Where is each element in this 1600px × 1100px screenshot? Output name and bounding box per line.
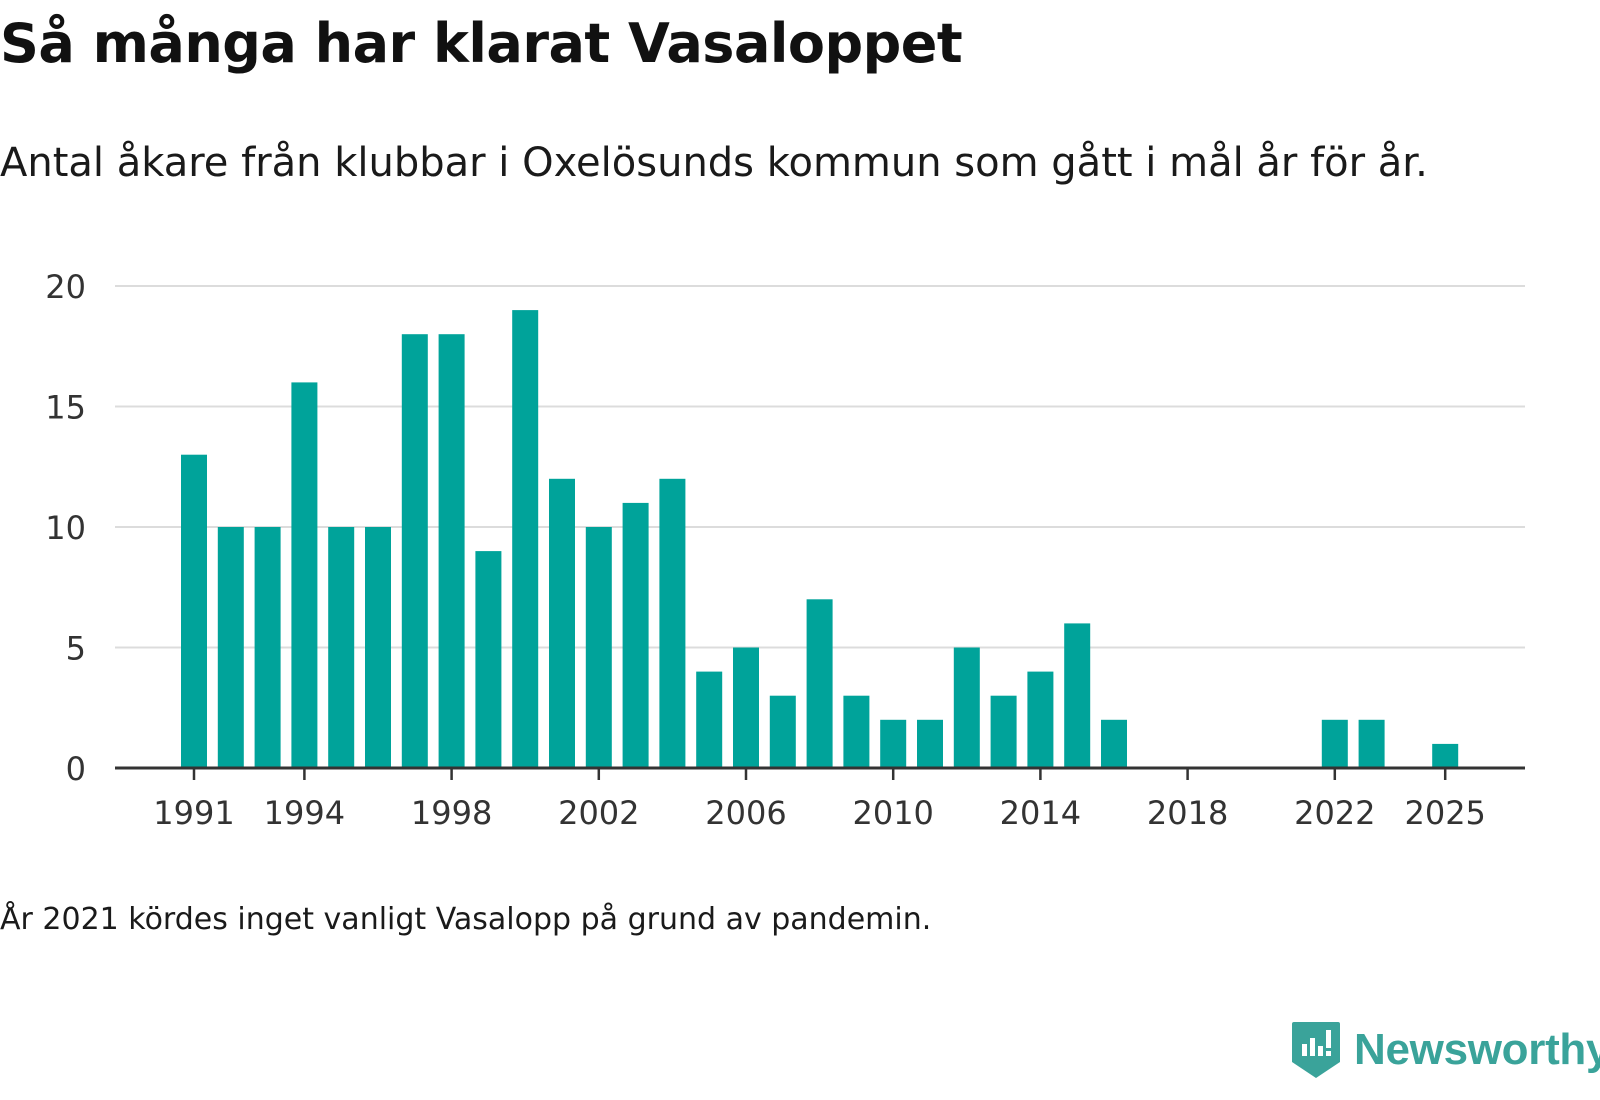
x-tick-label-2014: 2014 bbox=[1000, 794, 1081, 832]
newsworthy-logo: Newsworthy bbox=[1290, 1020, 1600, 1080]
bar-2005 bbox=[696, 671, 723, 768]
x-tick-label-2010: 2010 bbox=[852, 794, 933, 832]
tick-labels: 0 5 10 15 20 1991 1994 1998 2002 2006 2010 2014 2018… bbox=[45, 268, 1486, 832]
bar-1993 bbox=[254, 527, 281, 768]
x-tick-label-2022: 2022 bbox=[1294, 794, 1375, 832]
bar-2002 bbox=[585, 527, 612, 768]
bar-2016 bbox=[1101, 719, 1127, 768]
bar-2003 bbox=[622, 502, 649, 768]
x-tick-label-1998: 1998 bbox=[411, 794, 492, 832]
bar-2023 bbox=[1358, 719, 1385, 768]
bar-2012 bbox=[953, 647, 980, 768]
bar-2022 bbox=[1321, 719, 1348, 768]
newsworthy-logo-icon bbox=[1292, 1022, 1340, 1078]
bar-1991 bbox=[181, 454, 207, 768]
x-tick-label-2025: 2025 bbox=[1404, 794, 1485, 832]
bar-2004 bbox=[659, 478, 686, 768]
y-tick-label-20: 20 bbox=[45, 268, 86, 306]
x-tick-label-2002: 2002 bbox=[558, 794, 639, 832]
x-tick-label-1994: 1994 bbox=[264, 794, 345, 832]
bar-2006 bbox=[733, 647, 759, 768]
bar-2009 bbox=[843, 695, 870, 768]
bar-2013 bbox=[990, 695, 1017, 768]
bar-2010 bbox=[880, 719, 907, 768]
bar-2025 bbox=[1432, 743, 1459, 768]
chart-footnote: År 2021 kördes inget vanligt Vasalopp på… bbox=[0, 902, 932, 937]
bar-1994 bbox=[291, 382, 318, 768]
bar-2008 bbox=[806, 599, 833, 768]
axes bbox=[115, 766, 1525, 780]
x-tick-label-2006: 2006 bbox=[705, 794, 786, 832]
chart-title: Så många har klarat Vasaloppet bbox=[0, 12, 963, 75]
brand-name: Newsworthy bbox=[1354, 1025, 1600, 1074]
bar-1995 bbox=[328, 527, 355, 768]
bar-2014 bbox=[1027, 671, 1054, 768]
bar-2000 bbox=[512, 310, 539, 768]
bar-1997 bbox=[401, 334, 428, 768]
x-tick-label-2018: 2018 bbox=[1147, 794, 1228, 832]
bar-chart: 0 5 10 15 20 1991 1994 1998 2002 2006 2010 2014 2018… bbox=[45, 268, 1525, 832]
x-tick-label-1991: 1991 bbox=[153, 794, 234, 832]
bar-1992 bbox=[217, 527, 244, 768]
bars bbox=[181, 310, 1459, 768]
bar-2011 bbox=[917, 719, 943, 768]
bar-2001 bbox=[549, 478, 575, 768]
bar-1999 bbox=[475, 551, 502, 768]
y-tick-label-15: 15 bbox=[45, 389, 86, 427]
y-tick-label-5: 5 bbox=[66, 630, 86, 668]
gridlines bbox=[115, 285, 1525, 649]
bar-2015 bbox=[1064, 623, 1091, 768]
y-tick-label-0: 0 bbox=[66, 750, 86, 788]
bar-1998 bbox=[438, 334, 465, 768]
chart-subtitle: Antal åkare från klubbar i Oxelösunds ko… bbox=[0, 140, 1428, 186]
y-tick-label-10: 10 bbox=[45, 509, 86, 547]
bar-1996 bbox=[365, 527, 391, 768]
bar-2007 bbox=[769, 695, 796, 768]
